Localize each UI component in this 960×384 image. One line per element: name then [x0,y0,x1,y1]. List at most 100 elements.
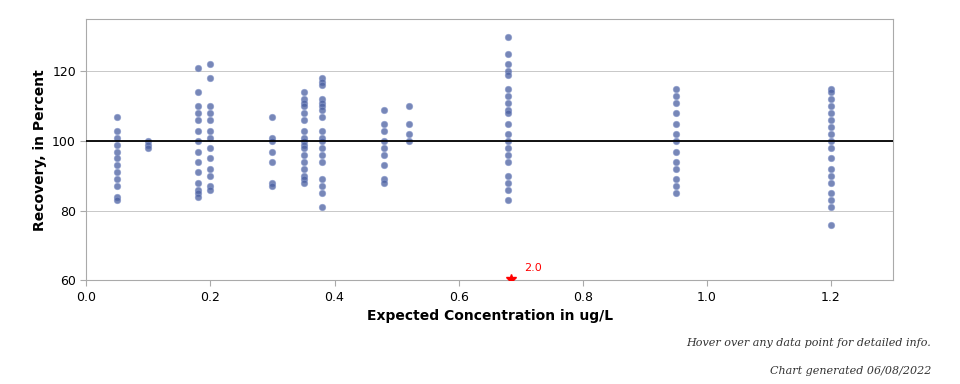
Point [376,162,392,169]
Point [823,131,838,137]
Point [109,114,125,120]
Point [296,138,311,144]
Point [190,138,205,144]
Point [315,100,330,106]
Point [265,159,280,165]
Point [141,138,156,144]
Point [190,194,205,200]
Point [500,121,516,127]
Point [668,86,684,92]
Point [203,183,218,189]
Point [109,183,125,189]
Point [823,145,838,151]
Point [823,204,838,210]
Point [296,173,311,179]
Y-axis label: Recovery, in Percent: Recovery, in Percent [33,69,46,231]
Point [315,134,330,141]
Point [109,169,125,175]
Point [500,68,516,74]
Point [823,86,838,92]
Point [668,183,684,189]
Point [376,176,392,182]
Point [109,134,125,141]
Point [823,222,838,228]
Point [296,103,311,109]
Point [500,72,516,78]
Point [668,131,684,137]
Point [823,180,838,186]
Point [203,145,218,151]
Point [265,183,280,189]
Point [500,51,516,57]
Point [296,180,311,186]
Point [500,138,516,144]
Point [315,75,330,81]
Point [190,110,205,116]
Point [296,100,311,106]
Point [315,96,330,103]
Point [668,159,684,165]
Point [190,127,205,134]
Point [315,145,330,151]
Point [203,110,218,116]
Point [668,110,684,116]
Point [109,176,125,182]
Point [190,180,205,186]
Point [668,176,684,182]
Point [265,138,280,144]
Point [668,190,684,196]
Point [823,124,838,130]
Point [315,127,330,134]
Point [500,100,516,106]
Point [296,96,311,103]
Point [668,93,684,99]
Point [500,110,516,116]
Text: Chart generated 06/08/2022: Chart generated 06/08/2022 [770,366,931,376]
Point [823,156,838,162]
Point [376,180,392,186]
Point [296,89,311,95]
Point [296,152,311,158]
Point [265,134,280,141]
Point [500,187,516,193]
Point [500,61,516,68]
Point [401,131,417,137]
Point [265,114,280,120]
Point [296,159,311,165]
Point [315,79,330,85]
Point [109,141,125,147]
Point [190,89,205,95]
Point [203,166,218,172]
Point [190,169,205,175]
Point [296,110,311,116]
Point [401,103,417,109]
Point [500,33,516,40]
Point [296,145,311,151]
Point [500,93,516,99]
Point [315,183,330,189]
Point [296,127,311,134]
Point [401,138,417,144]
Point [296,141,311,147]
Point [203,134,218,141]
Point [109,194,125,200]
Point [376,107,392,113]
Point [203,103,218,109]
Point [823,117,838,123]
Point [190,159,205,165]
Point [190,149,205,155]
Point [203,75,218,81]
Point [203,61,218,68]
Point [296,117,311,123]
Text: Hover over any data point for detailed info.: Hover over any data point for detailed i… [686,338,931,348]
Point [500,107,516,113]
Point [315,138,330,144]
Point [500,159,516,165]
Point [823,166,838,172]
Point [109,197,125,203]
Point [141,145,156,151]
Point [376,127,392,134]
Point [500,180,516,186]
Point [265,149,280,155]
Point [109,149,125,155]
